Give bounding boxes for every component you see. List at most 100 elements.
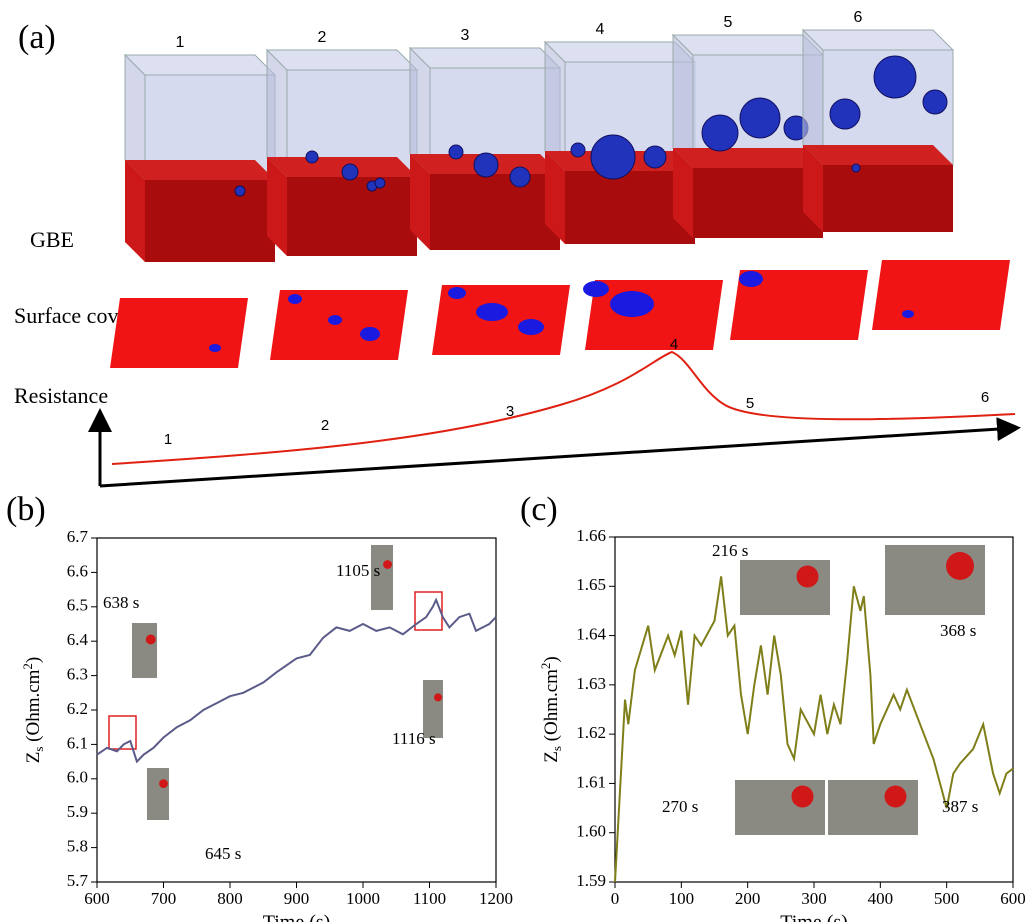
bubble [701,114,739,152]
step-label: 6 [854,9,863,26]
step-label: 3 [461,27,470,44]
bubble [234,185,246,197]
y-axis-label-part: 2 [20,663,35,670]
step-label: 5 [724,14,733,31]
electrode [693,168,823,238]
bubble [829,98,861,130]
photo-inset [740,560,830,615]
y-axis-label-part: ) [541,656,562,662]
y-tick-label: 6.7 [67,527,89,546]
y-tick-label: 1.66 [576,526,606,545]
bubble [570,142,586,158]
bubble [590,134,636,180]
photo-bubble [383,560,392,569]
curve-label: 5 [746,395,754,412]
step-label: 1 [176,34,185,51]
step-label: 2 [318,29,327,46]
y-tick-label: 6.5 [67,596,88,615]
y-axis-label-part: s [549,746,564,751]
bubble-footprint [448,287,466,299]
surface-map [270,290,408,360]
zoom-box [414,591,443,631]
y-tick-label: 6.6 [67,561,88,580]
zoom-box [108,715,137,750]
photo-inset [132,623,157,678]
x-tick-label: 600 [1000,889,1025,908]
x-tick-label: 1100 [413,889,446,908]
resistance-curve [111,350,1016,465]
photo-bubble [946,552,974,580]
electrode-side [673,148,693,238]
surface-map [730,270,868,340]
bubble-footprint [360,327,380,341]
y-axis-label-part: ) [23,657,44,663]
panel-label: (a) [18,19,56,56]
electrode [430,174,560,250]
y-tick-label: 5.8 [67,837,88,856]
x-tick-label: 200 [735,889,761,908]
electrode-side [545,151,565,244]
x-tick-label: 0 [611,889,620,908]
electrode-side [125,160,145,262]
photo-bubble [434,693,442,702]
bubble [643,145,667,169]
x-tick-label: 600 [84,889,110,908]
annotation: 645 s [205,844,241,863]
y-tick-label: 1.65 [576,575,606,594]
x-tick-label: 1200 [479,889,513,908]
bubble [873,55,917,99]
y-axis-label: Zs (Ohm.cm2) [20,657,46,764]
electrolyte-top [801,29,955,51]
panel-label: (c) [520,491,558,528]
photo-inset [885,545,985,615]
bubble [739,97,781,139]
x-tick-label: 1000 [346,889,380,908]
annotation: 1105 s [336,561,380,580]
y-axis-label-part: (Ohm.cm [541,669,562,746]
x-tick-label: 800 [217,889,243,908]
y-tick-label: 1.61 [576,772,606,791]
electrode [823,165,953,232]
electrode [145,180,275,262]
bubble-footprint [610,291,654,317]
y-axis-label-part: Z [23,752,44,764]
bubble [448,144,464,160]
curve-label: 6 [981,389,989,406]
electrode-side [803,145,823,232]
row-label: GBE [30,227,74,252]
bubble-footprint [476,303,508,321]
photo-bubble [159,779,168,788]
curve-label: 3 [506,403,514,420]
bubble [851,163,861,173]
photo-bubble [796,565,819,588]
curve-label: 1 [164,431,172,448]
surface-map [432,285,570,355]
electrolyte-top [671,34,825,56]
y-tick-label: 1.62 [576,723,606,742]
bubble-footprint [518,319,544,335]
annotation: 216 s [712,541,748,560]
y-tick-label: 1.64 [576,624,606,643]
panel-label: (b) [6,491,46,528]
x-axis-label: Time (s) [263,912,331,922]
row-label: Resistance [14,383,108,408]
data-line [96,597,497,764]
annotation: 270 s [662,797,698,816]
step-label: 4 [596,21,605,38]
y-tick-label: 6.1 [67,733,88,752]
y-axis-label-part: (Ohm.cm [23,669,44,746]
annotation: 638 s [103,593,139,612]
y-axis-label-part: s [31,747,46,752]
y-tick-label: 1.60 [576,822,606,841]
bubble-footprint [902,310,914,318]
x-tick-label: 500 [934,889,960,908]
photo-bubble [791,785,814,808]
bubble [341,163,359,181]
electrode-top [125,160,275,180]
surface-map [872,260,1010,330]
surface-map [110,298,248,368]
electrode-top [267,157,417,177]
bubble-footprint [209,344,221,352]
x-tick-label: 300 [801,889,827,908]
